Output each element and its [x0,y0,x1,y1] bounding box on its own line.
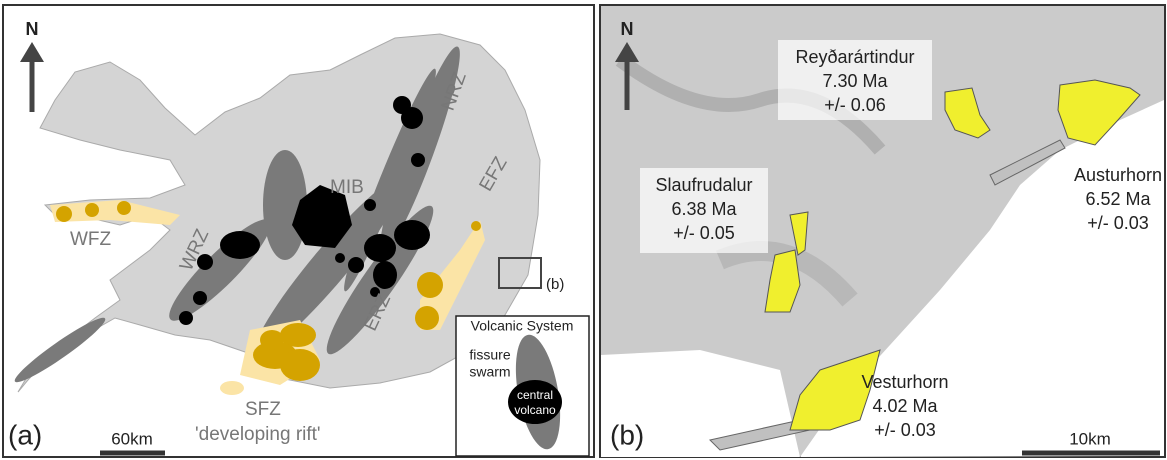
scale-label: 60km [111,429,153,448]
site-age: 7.30 Ma [822,71,888,91]
figure: (b) N MIB NRZ EFZ WFZ WRZ ERZ SFZ 'devel… [0,0,1167,460]
panel-label: (b) [610,419,644,450]
legend-title: Volcanic System [471,318,574,334]
site-age: 6.52 Ma [1085,189,1151,209]
site-name: Reyðarártindur [795,47,914,67]
zone-note: 'developing rift' [195,424,321,445]
site-age: 4.02 Ma [872,396,938,416]
site-error: +/- 0.03 [1087,213,1149,233]
north-label: N [621,19,634,39]
site-error: +/- 0.06 [824,95,886,115]
legend-text: fissure [469,347,510,363]
site-name: Austurhorn [1074,165,1162,185]
zone-label: WFZ [70,229,112,250]
legend-text: swarm [469,364,510,380]
legend-text: volcano [514,403,556,417]
north-label: N [26,19,39,39]
flank-zone [220,381,244,395]
legend: Volcanic System fissure swarm central vo… [456,316,589,456]
panel-a: (b) N MIB NRZ EFZ WFZ WRZ ERZ SFZ 'devel… [3,5,594,457]
site-name: Vesturhorn [861,372,948,392]
inset-label: (b) [546,276,564,293]
site-error: +/- 0.05 [673,223,735,243]
scale-label: 10km [1069,429,1111,448]
panel-b: N Reyðarártindur 7.30 Ma +/- 0.06 Slaufruda… [600,5,1165,457]
zone-label: MIB [330,177,364,198]
legend-text: central [517,388,553,402]
site-error: +/- 0.03 [874,420,936,440]
site-age: 6.38 Ma [671,199,737,219]
zone-label: SFZ [245,399,281,420]
site-name: Slaufrudalur [655,175,752,195]
panel-label: (a) [8,419,42,450]
